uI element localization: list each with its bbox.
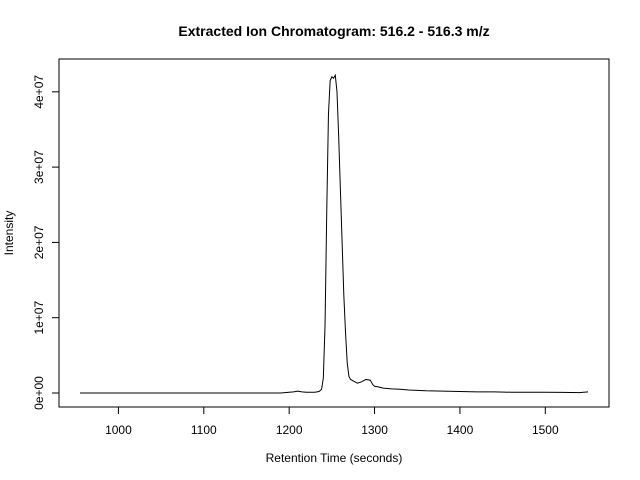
y-tick-label: 4e+07 <box>32 75 46 109</box>
x-tick-label: 1400 <box>447 423 474 437</box>
y-axis-label: Intensity <box>2 211 16 256</box>
plot-frame <box>58 58 610 408</box>
y-tick-label: 3e+07 <box>32 150 46 184</box>
y-axis: 0e+00 1e+07 2e+07 3e+07 4e+07 <box>32 75 60 410</box>
intensity-series-line <box>80 73 589 394</box>
x-tick-label: 1300 <box>361 423 388 437</box>
y-tick-label: 1e+07 <box>32 301 46 335</box>
y-tick-label: 0e+00 <box>32 376 46 410</box>
x-tick-label: 1000 <box>105 423 132 437</box>
x-axis-label: Retention Time (seconds) <box>266 451 403 465</box>
x-tick-label: 1200 <box>276 423 303 437</box>
x-tick-label: 1500 <box>532 423 559 437</box>
y-tick-label: 2e+07 <box>32 225 46 259</box>
x-tick-label: 1100 <box>191 423 217 437</box>
chart-title: Extracted Ion Chromatogram: 516.2 - 516.… <box>178 23 489 39</box>
x-axis: 1000 1100 1200 1300 1400 1500 <box>105 406 559 437</box>
